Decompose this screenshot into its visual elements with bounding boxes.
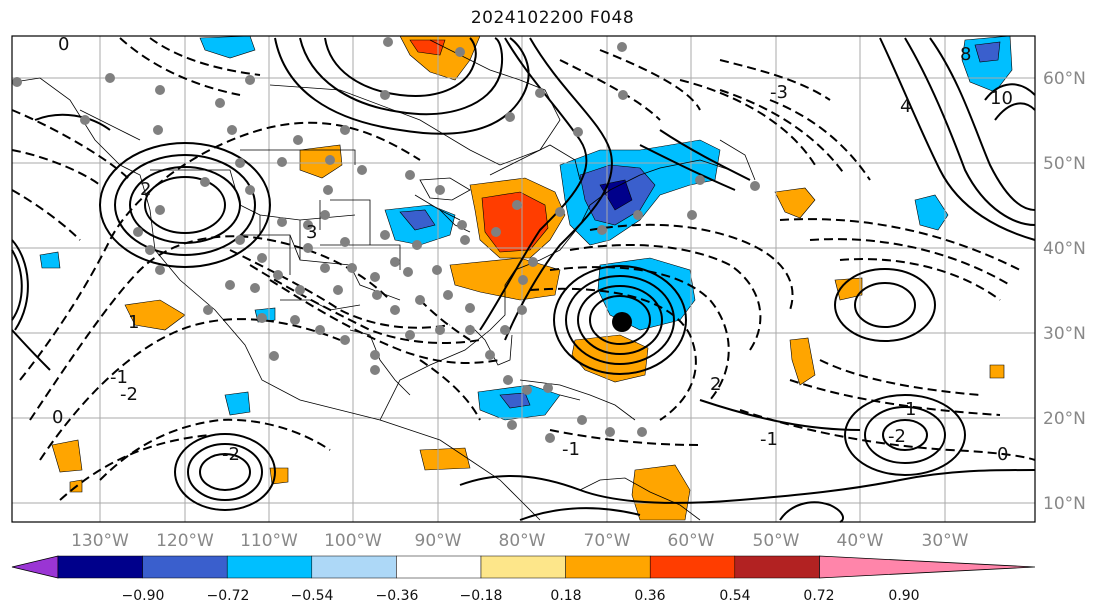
colorbar-segment	[734, 555, 820, 579]
contour-label: -3	[770, 82, 788, 103]
shade-red-ohio	[481, 191, 549, 253]
lon-labels: 130°W 120°W 110°W 100°W 90°W 80°W 70°W 6…	[71, 531, 969, 551]
colorbar-segment	[396, 555, 482, 579]
shade-orange-ea	[774, 187, 816, 219]
lon-label: 100°W	[324, 531, 382, 551]
colorbar-tick-label: 0.18	[550, 588, 581, 604]
lat-label: 50°N	[1043, 154, 1086, 174]
contour-label: 8	[960, 44, 971, 65]
low-center-dot	[612, 312, 632, 332]
dashed-contours	[11, 37, 1036, 501]
contour-label: 0	[997, 444, 1008, 465]
map-title: 2024102200 F048	[470, 8, 635, 28]
lon-label: 80°W	[499, 531, 546, 551]
station-dots	[12, 37, 760, 443]
lon-label: 50°W	[753, 531, 800, 551]
solid-contours	[11, 37, 1036, 523]
lon-label: 90°W	[415, 531, 462, 551]
colorbar-segment	[311, 555, 397, 579]
lat-label: 10°N	[1043, 494, 1086, 514]
colorbar-tick-label: −0.36	[376, 588, 419, 604]
contours	[11, 37, 1036, 523]
coastlines	[13, 39, 756, 521]
colorbar-tick-label: 0.90	[888, 588, 919, 604]
contour-label: -1	[110, 367, 128, 388]
colorbar-segment	[57, 555, 143, 579]
lat-labels: 60°N 50°N 40°N 30°N 20°N 10°N	[1043, 69, 1086, 514]
contour-label: 1	[128, 312, 139, 333]
lat-label: 20°N	[1043, 409, 1086, 429]
contour-labels: 0 2 -1 -2 1 3 -3 4 8 10 0 -2 -1 1 2 -2 -…	[52, 34, 1013, 465]
lon-label: 70°W	[584, 531, 631, 551]
contour-label: 2	[140, 179, 151, 200]
colorbar-extend-high	[819, 555, 1036, 579]
graticule	[12, 36, 1035, 522]
colorbar-tick-label: −0.90	[122, 588, 165, 604]
lat-label: 30°N	[1043, 324, 1086, 344]
contour-label: -2	[120, 384, 138, 405]
contour-label: -2	[888, 426, 906, 447]
lat-label: 40°N	[1043, 239, 1086, 259]
lon-label: 30°W	[922, 531, 969, 551]
shade-orange-wc	[299, 144, 343, 179]
colorbar-segment	[565, 555, 651, 579]
colorbar-ticks: −0.90 −0.72 −0.54 −0.36 −0.18 0.18 0.36 …	[122, 588, 920, 604]
contour-label: 1	[905, 399, 916, 420]
colorbar-tick-label: −0.54	[291, 588, 334, 604]
lat-label: 60°N	[1043, 69, 1086, 89]
lon-label: 130°W	[71, 531, 129, 551]
colorbar-tick-label: 0.54	[719, 588, 750, 604]
contour-label: -1	[760, 429, 778, 450]
lon-label: 60°W	[668, 531, 715, 551]
colorbar-tick-label: 0.36	[634, 588, 665, 604]
contour-label: 0	[58, 34, 69, 55]
contour-label: 3	[306, 222, 317, 243]
lon-label: 110°W	[240, 531, 298, 551]
lon-label: 40°W	[837, 531, 884, 551]
contour-label: 0	[52, 407, 63, 428]
colorbar-segment	[142, 555, 228, 579]
colorbar	[11, 555, 1036, 579]
contour-label: -1	[562, 439, 580, 460]
shade-orange-atlantic	[571, 334, 649, 383]
contour-label: 10	[990, 88, 1013, 109]
colorbar-segment	[649, 555, 736, 579]
colorbar-extend-low	[11, 555, 59, 579]
contour-label: -2	[222, 444, 240, 465]
map-frame	[11, 35, 1036, 523]
colorbar-tick-label: 0.72	[803, 588, 834, 604]
contour-label: 4	[900, 96, 911, 117]
colorbar-tick-label: −0.72	[207, 588, 250, 604]
colorbar-segment	[226, 555, 313, 579]
colorbar-tick-label: −0.18	[460, 588, 503, 604]
contour-label: 2	[710, 374, 721, 395]
colorbar-segment	[480, 555, 566, 579]
lon-label: 120°W	[156, 531, 214, 551]
shade-orange-south	[631, 464, 691, 521]
